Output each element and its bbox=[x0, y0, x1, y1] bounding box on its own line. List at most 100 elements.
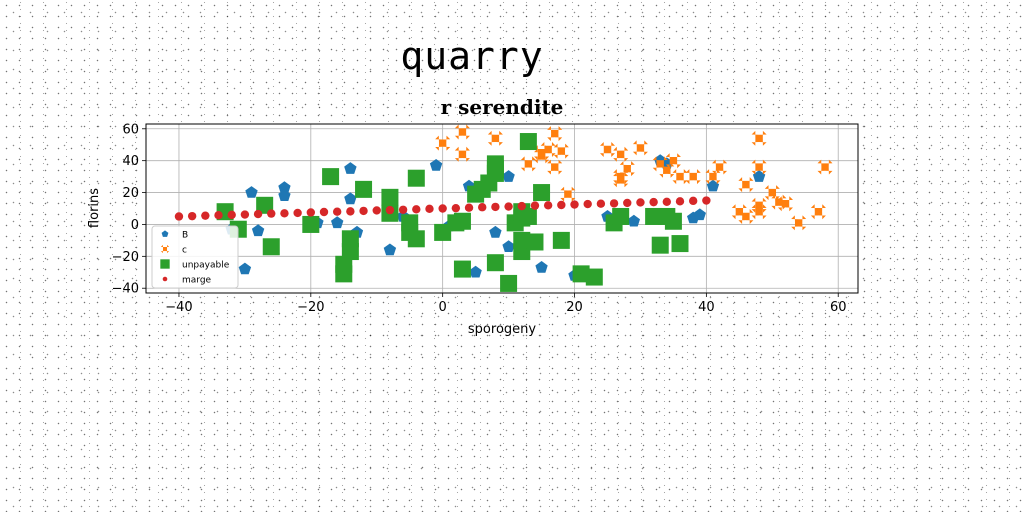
point-unpayable bbox=[256, 196, 274, 214]
x-tick-label: 40 bbox=[698, 300, 715, 315]
point-c bbox=[705, 169, 721, 185]
legend: Bc unpayable marge bbox=[151, 225, 239, 289]
point-b bbox=[278, 181, 291, 193]
point-unpayable bbox=[513, 231, 531, 249]
legend-marker bbox=[162, 276, 168, 282]
legend-box bbox=[151, 225, 239, 289]
point-marge bbox=[557, 200, 566, 210]
legend-marker bbox=[161, 230, 169, 237]
point-unpayable bbox=[519, 133, 537, 151]
point-marge bbox=[662, 197, 672, 207]
point-c bbox=[738, 209, 754, 224]
point-b bbox=[706, 179, 720, 192]
legend-label: c bbox=[182, 246, 187, 256]
point-b bbox=[429, 159, 443, 171]
y-axis-label: florins bbox=[87, 188, 102, 228]
point-unpayable bbox=[355, 180, 373, 198]
y-tick-label: 0 bbox=[131, 218, 139, 233]
point-b bbox=[502, 240, 515, 252]
point-marge bbox=[438, 204, 447, 213]
point-unpayable bbox=[500, 274, 518, 292]
point-c bbox=[817, 159, 833, 175]
point-marge bbox=[398, 205, 408, 214]
point-c bbox=[791, 215, 807, 231]
point-marge bbox=[504, 202, 513, 211]
point-marge bbox=[267, 209, 276, 218]
point-b bbox=[344, 192, 357, 205]
point-b bbox=[752, 170, 766, 182]
x-tick-label: 60 bbox=[830, 300, 847, 315]
point-unpayable bbox=[341, 230, 359, 248]
point-unpayable bbox=[651, 236, 669, 254]
point-c bbox=[454, 124, 470, 140]
point-b bbox=[344, 162, 357, 174]
point-marge bbox=[675, 197, 685, 206]
point-c bbox=[810, 204, 826, 220]
legend-marker bbox=[160, 259, 170, 269]
point-marge bbox=[596, 199, 606, 208]
point-marge bbox=[332, 207, 342, 216]
point-c bbox=[672, 169, 688, 185]
plot-frame bbox=[145, 123, 859, 294]
point-marge bbox=[491, 202, 500, 212]
point-b bbox=[469, 265, 482, 278]
point-unpayable bbox=[519, 207, 537, 225]
point-b bbox=[489, 225, 502, 238]
point-c bbox=[553, 143, 569, 159]
y-tick-label: −20 bbox=[112, 250, 139, 265]
point-b bbox=[502, 170, 515, 182]
legend-label: marge bbox=[182, 276, 212, 286]
point-unpayable bbox=[585, 268, 603, 286]
point-c bbox=[487, 130, 503, 146]
point-c bbox=[613, 146, 629, 162]
point-marge bbox=[280, 209, 289, 218]
point-marge bbox=[293, 208, 302, 218]
point-c bbox=[778, 196, 793, 212]
point-c bbox=[454, 146, 470, 162]
point-unpayable bbox=[671, 235, 689, 253]
point-unpayable bbox=[407, 230, 425, 248]
point-marge bbox=[174, 212, 184, 221]
point-c bbox=[435, 135, 451, 151]
point-unpayable bbox=[645, 207, 663, 225]
point-c bbox=[547, 126, 563, 142]
point-unpayable bbox=[407, 169, 425, 187]
x-tick-label: −40 bbox=[165, 300, 192, 315]
point-c bbox=[751, 130, 767, 146]
point-marge bbox=[319, 207, 329, 217]
point-unpayable bbox=[453, 260, 471, 278]
point-marge bbox=[201, 211, 210, 220]
x-tick-label: 0 bbox=[439, 300, 447, 315]
point-unpayable bbox=[533, 184, 551, 202]
point-marge bbox=[570, 200, 579, 209]
point-unpayable bbox=[486, 155, 504, 173]
point-b bbox=[238, 262, 252, 275]
point-unpayable bbox=[335, 255, 353, 273]
point-marge bbox=[187, 211, 197, 221]
point-marge bbox=[649, 197, 658, 207]
point-unpayable bbox=[572, 265, 590, 283]
point-unpayable bbox=[664, 212, 682, 230]
point-c bbox=[751, 159, 767, 175]
point-unpayable bbox=[262, 238, 280, 256]
point-marge bbox=[372, 206, 381, 215]
point-c bbox=[600, 142, 615, 157]
x-tick-label: −20 bbox=[297, 300, 324, 315]
point-c bbox=[540, 142, 556, 157]
y-tick-label: 40 bbox=[122, 154, 139, 169]
point-c bbox=[712, 159, 728, 175]
point-marge bbox=[464, 203, 474, 212]
point-b bbox=[251, 224, 265, 237]
point-marge bbox=[688, 196, 698, 206]
point-b bbox=[535, 261, 548, 273]
point-c bbox=[659, 162, 675, 178]
point-b bbox=[278, 189, 291, 201]
legend-marker bbox=[160, 244, 170, 254]
point-c bbox=[751, 197, 767, 213]
y-tick-label: −40 bbox=[112, 282, 139, 297]
point-marge bbox=[412, 205, 421, 214]
legend-label: unpayable bbox=[182, 261, 230, 271]
point-c bbox=[547, 159, 563, 175]
point-unpayable bbox=[434, 223, 452, 241]
point-c bbox=[738, 177, 754, 193]
